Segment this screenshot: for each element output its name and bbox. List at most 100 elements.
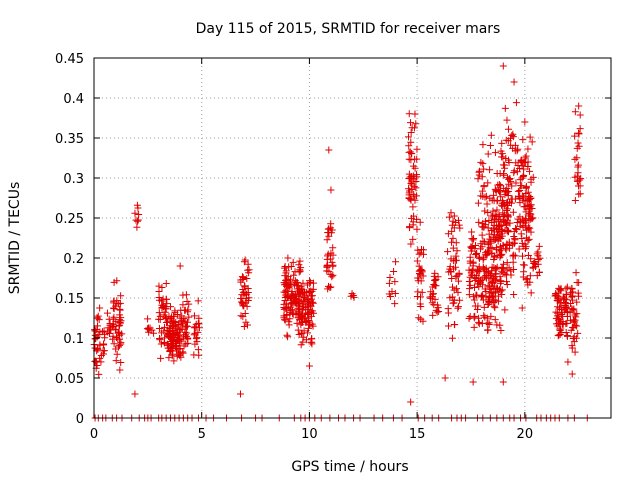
data-point bbox=[494, 297, 502, 305]
data-point bbox=[470, 234, 478, 242]
data-point bbox=[283, 292, 291, 300]
data-point bbox=[96, 354, 104, 362]
data-point bbox=[133, 217, 141, 225]
data-point bbox=[568, 323, 576, 331]
data-point bbox=[477, 277, 485, 285]
data-point bbox=[486, 166, 494, 174]
data-point bbox=[495, 247, 503, 255]
data-point bbox=[427, 294, 435, 302]
data-point bbox=[117, 292, 125, 300]
data-point bbox=[484, 208, 492, 216]
data-point bbox=[517, 157, 525, 165]
data-point bbox=[295, 261, 303, 269]
data-point bbox=[450, 212, 458, 220]
data-point bbox=[506, 175, 514, 183]
data-point bbox=[497, 287, 505, 295]
data-point bbox=[570, 316, 578, 324]
data-point bbox=[518, 182, 526, 190]
data-point bbox=[519, 273, 527, 281]
data-point bbox=[564, 358, 572, 366]
data-point bbox=[413, 145, 421, 153]
data-point bbox=[447, 209, 455, 217]
data-point bbox=[409, 203, 417, 211]
data-point bbox=[452, 263, 460, 271]
data-point bbox=[287, 300, 295, 308]
data-point bbox=[554, 322, 562, 330]
y-tick-label: 0.2 bbox=[63, 252, 84, 267]
data-point bbox=[556, 286, 564, 294]
data-point bbox=[413, 155, 421, 163]
data-point bbox=[192, 320, 200, 328]
data-point bbox=[416, 300, 424, 308]
data-point bbox=[558, 311, 566, 319]
data-point bbox=[155, 309, 163, 317]
data-point bbox=[470, 296, 478, 304]
data-point bbox=[195, 324, 203, 332]
data-point bbox=[496, 273, 504, 281]
data-point bbox=[491, 149, 499, 157]
data-point bbox=[444, 309, 452, 317]
data-point bbox=[503, 281, 511, 289]
data-point bbox=[450, 296, 458, 304]
data-point bbox=[405, 142, 413, 150]
data-point bbox=[156, 334, 164, 342]
data-point bbox=[488, 245, 496, 253]
data-point bbox=[280, 264, 288, 272]
data-point bbox=[94, 345, 102, 353]
data-point bbox=[302, 336, 310, 344]
data-point bbox=[573, 144, 581, 152]
data-point bbox=[471, 312, 479, 320]
data-point bbox=[469, 378, 477, 386]
data-point bbox=[427, 288, 435, 296]
data-point bbox=[575, 292, 583, 300]
data-point bbox=[408, 124, 416, 132]
data-point bbox=[391, 290, 399, 298]
data-point bbox=[469, 236, 477, 244]
data-point bbox=[323, 255, 331, 263]
data-point bbox=[417, 249, 425, 257]
data-point bbox=[479, 291, 487, 299]
data-point bbox=[522, 152, 530, 160]
data-point bbox=[110, 340, 118, 348]
data-point bbox=[405, 155, 413, 163]
data-point bbox=[299, 279, 307, 287]
data-point bbox=[450, 320, 458, 328]
data-point bbox=[508, 195, 516, 203]
data-point bbox=[245, 269, 253, 277]
data-point bbox=[479, 264, 487, 272]
data-point bbox=[237, 312, 245, 320]
plot-frame bbox=[93, 57, 612, 419]
data-point bbox=[484, 150, 492, 158]
x-tick-label: 15 bbox=[409, 427, 426, 442]
data-point bbox=[504, 213, 512, 221]
data-point bbox=[497, 147, 505, 155]
y-tick-label: 0 bbox=[76, 412, 84, 427]
data-point bbox=[556, 331, 564, 339]
data-point bbox=[499, 62, 507, 70]
data-point bbox=[173, 333, 181, 341]
data-point bbox=[407, 128, 415, 136]
data-point bbox=[571, 108, 579, 116]
data-point bbox=[498, 264, 506, 272]
data-point bbox=[448, 283, 456, 291]
data-point bbox=[116, 335, 124, 343]
data-points bbox=[90, 62, 591, 422]
data-point bbox=[487, 272, 495, 280]
data-point bbox=[576, 176, 584, 184]
data-point bbox=[155, 282, 163, 290]
data-point bbox=[194, 297, 202, 305]
data-point bbox=[576, 125, 584, 133]
data-point bbox=[518, 304, 526, 312]
data-point bbox=[150, 329, 158, 337]
data-point bbox=[194, 328, 202, 336]
data-point bbox=[328, 273, 336, 281]
data-point bbox=[444, 230, 452, 238]
data-point bbox=[112, 357, 120, 365]
data-point bbox=[284, 273, 292, 281]
data-point bbox=[289, 258, 297, 266]
data-point bbox=[298, 306, 306, 314]
data-point bbox=[481, 207, 489, 215]
data-point bbox=[481, 251, 489, 259]
data-point bbox=[479, 256, 487, 264]
data-point bbox=[289, 310, 297, 318]
